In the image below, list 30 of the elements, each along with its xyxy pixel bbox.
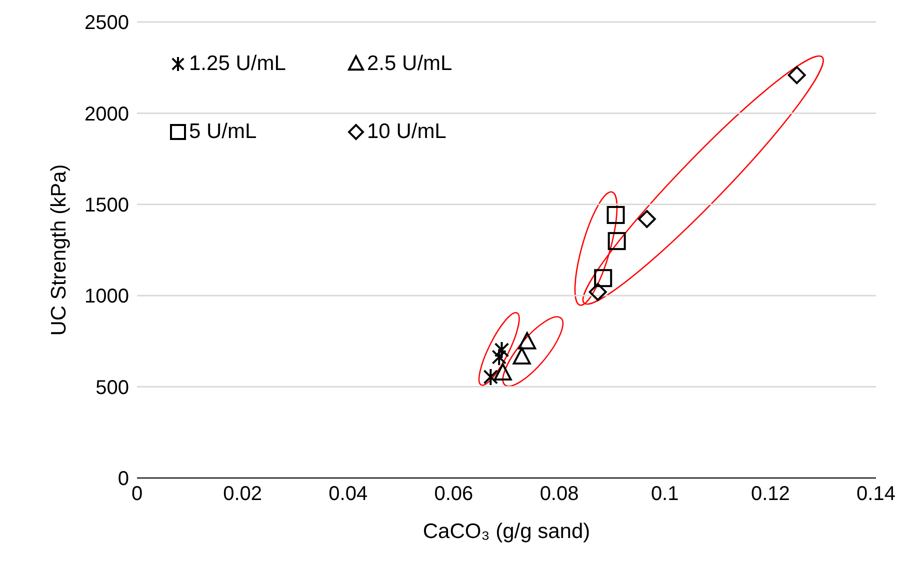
- y-tick-label: 0: [118, 468, 129, 490]
- x-tick-label: 0.06: [434, 483, 474, 506]
- x-tick-label: 0.1: [650, 483, 679, 506]
- y-tick-label: 2000: [84, 103, 129, 126]
- point: [608, 232, 626, 250]
- y-axis-title: UC Strength (kPa): [47, 164, 70, 336]
- point: [483, 368, 498, 386]
- x-tick-label: 0.08: [540, 483, 579, 506]
- legend-label: 1.25 U/mL: [189, 52, 286, 76]
- point: [638, 210, 656, 228]
- legend-label: 2.5 U/mL: [367, 52, 452, 76]
- x-tick-label: 0.12: [750, 483, 790, 506]
- point: [512, 347, 531, 364]
- legend-label: 5 U/mL: [189, 120, 257, 144]
- point: [788, 66, 806, 84]
- y-tick-label: 2500: [84, 12, 129, 34]
- x-tick-label: 0.14: [856, 483, 896, 506]
- x-axis-title: CaCO₃ (g/g sand): [422, 520, 590, 543]
- point: [494, 363, 512, 381]
- x-tick-label: 0: [131, 483, 143, 506]
- point: [518, 332, 536, 350]
- x-tick-label: 0.02: [223, 483, 262, 506]
- y-tick-label: 1500: [84, 194, 129, 216]
- y-tick-label: 1000: [84, 286, 129, 308]
- legend-label: 10 U/mL: [367, 120, 446, 144]
- x-tick-label: 0.04: [328, 483, 368, 506]
- y-tick-label: 500: [96, 376, 129, 399]
- point: [594, 269, 612, 288]
- point: [606, 206, 625, 224]
- point: [588, 282, 607, 301]
